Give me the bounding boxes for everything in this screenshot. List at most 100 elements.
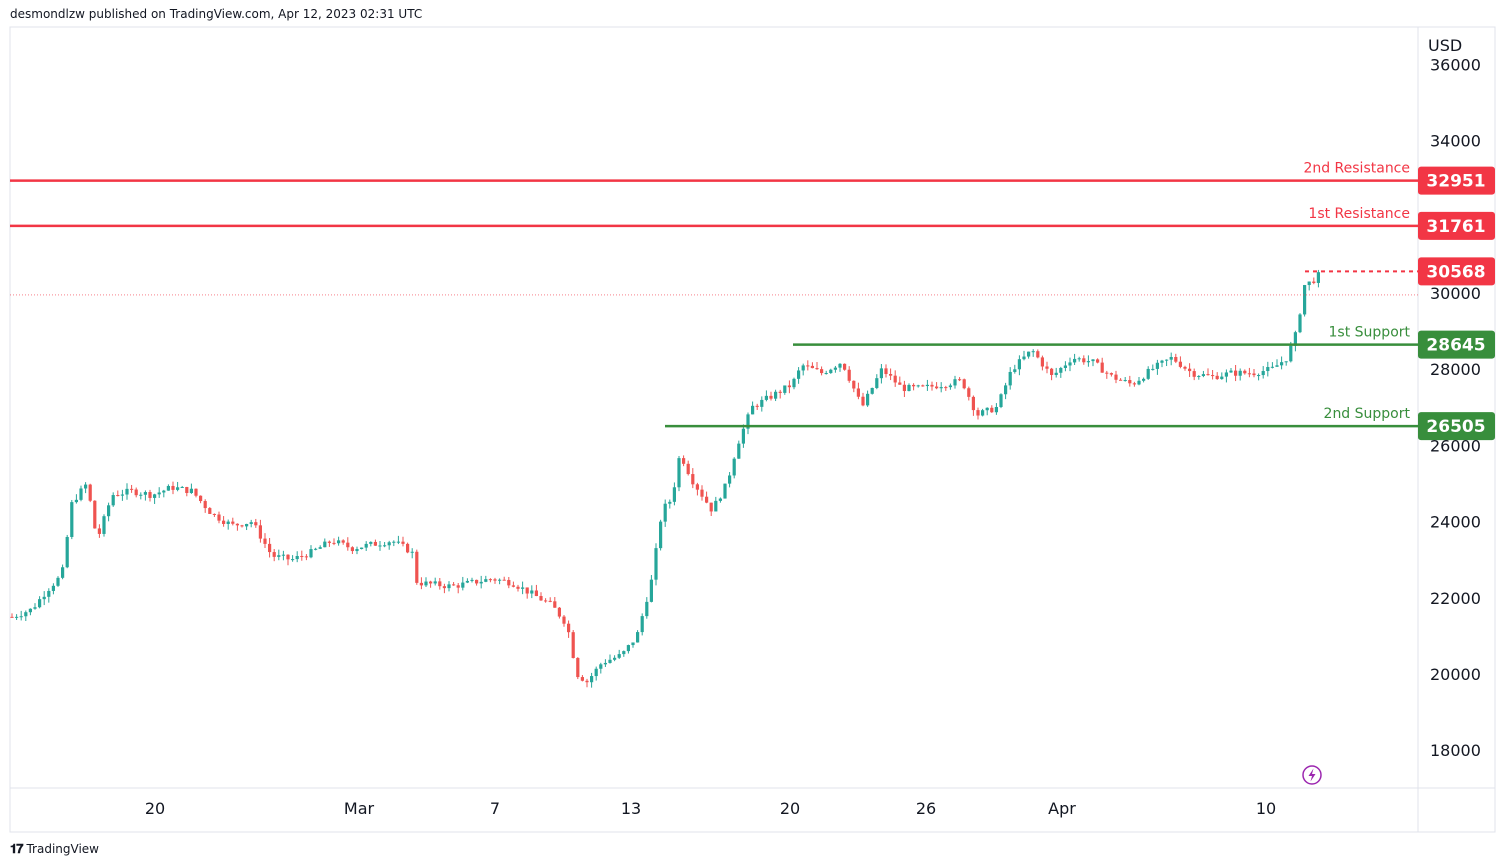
candle-body xyxy=(1114,374,1118,380)
candle-body xyxy=(672,487,676,502)
x-tick-label: 10 xyxy=(1256,799,1276,818)
candle-body xyxy=(511,585,515,587)
candle-body xyxy=(1234,370,1238,376)
candle-body xyxy=(56,577,60,586)
candle-body xyxy=(843,363,847,370)
candle-body xyxy=(484,579,488,582)
candle-body xyxy=(925,384,929,387)
candles-group xyxy=(10,269,1320,688)
candle-body xyxy=(406,543,410,553)
candle-body xyxy=(548,600,552,602)
candle-body xyxy=(889,374,893,376)
candle-body xyxy=(732,458,736,476)
candle-body xyxy=(102,516,106,534)
candle-body xyxy=(1266,367,1270,372)
candle-body xyxy=(603,662,607,665)
candle-body xyxy=(852,380,856,389)
price-axis[interactable]: 18000 20000 22000 24000 26000 28000 30000 34000… xyxy=(1430,55,1481,760)
candle-body xyxy=(1077,358,1081,360)
candle-body xyxy=(79,488,83,500)
y-tick-label: 18000 xyxy=(1430,741,1481,760)
current-price-tag-text: 30568 xyxy=(1426,262,1485,282)
candle-body xyxy=(884,368,888,375)
candle-body xyxy=(599,664,603,669)
candle-body xyxy=(70,502,74,537)
candle-body xyxy=(396,541,400,543)
candle-body xyxy=(314,548,318,550)
candle-body xyxy=(249,522,253,524)
x-tick-label: 13 xyxy=(621,799,641,818)
candle-body xyxy=(199,495,203,502)
candle-body xyxy=(153,494,157,498)
candle-body xyxy=(792,378,796,388)
candle-body xyxy=(912,384,916,387)
candle-body xyxy=(1091,359,1095,362)
candle-body xyxy=(498,579,502,581)
candle-body xyxy=(847,369,851,381)
candle-body xyxy=(272,552,276,557)
candle-body xyxy=(525,587,529,594)
candle-body xyxy=(962,379,966,389)
candle-body xyxy=(15,616,19,618)
candle-body xyxy=(893,375,897,383)
candle-body xyxy=(774,391,778,399)
candle-body xyxy=(921,385,925,387)
candle-body xyxy=(1243,370,1247,374)
candle-body xyxy=(875,378,879,388)
candle-body xyxy=(1206,374,1210,376)
candle-body xyxy=(10,616,14,618)
candle-body xyxy=(286,554,290,560)
candle-body xyxy=(438,581,442,587)
candle-body xyxy=(84,484,88,489)
candle-body xyxy=(341,540,345,543)
level-price-tag xyxy=(1418,166,1495,195)
candle-body xyxy=(1063,365,1067,368)
candle-body xyxy=(751,405,755,415)
candle-body xyxy=(1174,356,1178,362)
candle-body xyxy=(410,551,414,553)
candle-body xyxy=(898,382,902,385)
candle-body xyxy=(810,365,814,369)
candle-body xyxy=(180,486,184,488)
candle-body xyxy=(856,388,860,397)
candle-body xyxy=(291,559,295,561)
candle-body xyxy=(1050,368,1054,375)
tradingview-logo[interactable]: 𝟏𝟕 TradingView xyxy=(10,840,99,858)
candle-body xyxy=(452,584,456,586)
candle-body xyxy=(879,368,883,379)
candle-body xyxy=(350,547,354,552)
candle-body xyxy=(659,521,663,549)
candle-body xyxy=(553,601,557,608)
candle-body xyxy=(392,541,396,543)
candle-body xyxy=(870,387,874,394)
candle-body xyxy=(475,579,479,584)
candle-body xyxy=(815,368,819,370)
candle-body xyxy=(194,488,198,496)
candle-body xyxy=(820,369,824,374)
candle-body xyxy=(944,387,948,389)
candle-body xyxy=(902,384,906,392)
candle-body xyxy=(833,367,837,370)
candle-body xyxy=(622,651,626,655)
candle-body xyxy=(1073,358,1077,363)
candle-body xyxy=(677,458,681,488)
candle-body xyxy=(953,379,957,386)
candle-body xyxy=(19,616,23,618)
time-axis[interactable]: 20 Mar 7 13 20 26 Apr 10 xyxy=(145,799,1276,818)
candle-body xyxy=(806,365,810,367)
candle-body xyxy=(930,384,934,387)
candle-body xyxy=(576,657,580,678)
candle-body xyxy=(387,542,391,546)
lightning-icon[interactable] xyxy=(1302,765,1322,785)
candle-body xyxy=(189,488,193,493)
level-price-tag-text: 28645 xyxy=(1426,336,1485,356)
candle-body xyxy=(787,385,791,388)
candle-body xyxy=(208,508,212,514)
candle-body xyxy=(157,492,161,495)
candle-body xyxy=(493,579,497,581)
candle-body xyxy=(231,521,235,524)
y-tick-label: 36000 xyxy=(1430,55,1481,74)
candle-body xyxy=(1082,358,1086,363)
candle-body xyxy=(516,586,520,589)
